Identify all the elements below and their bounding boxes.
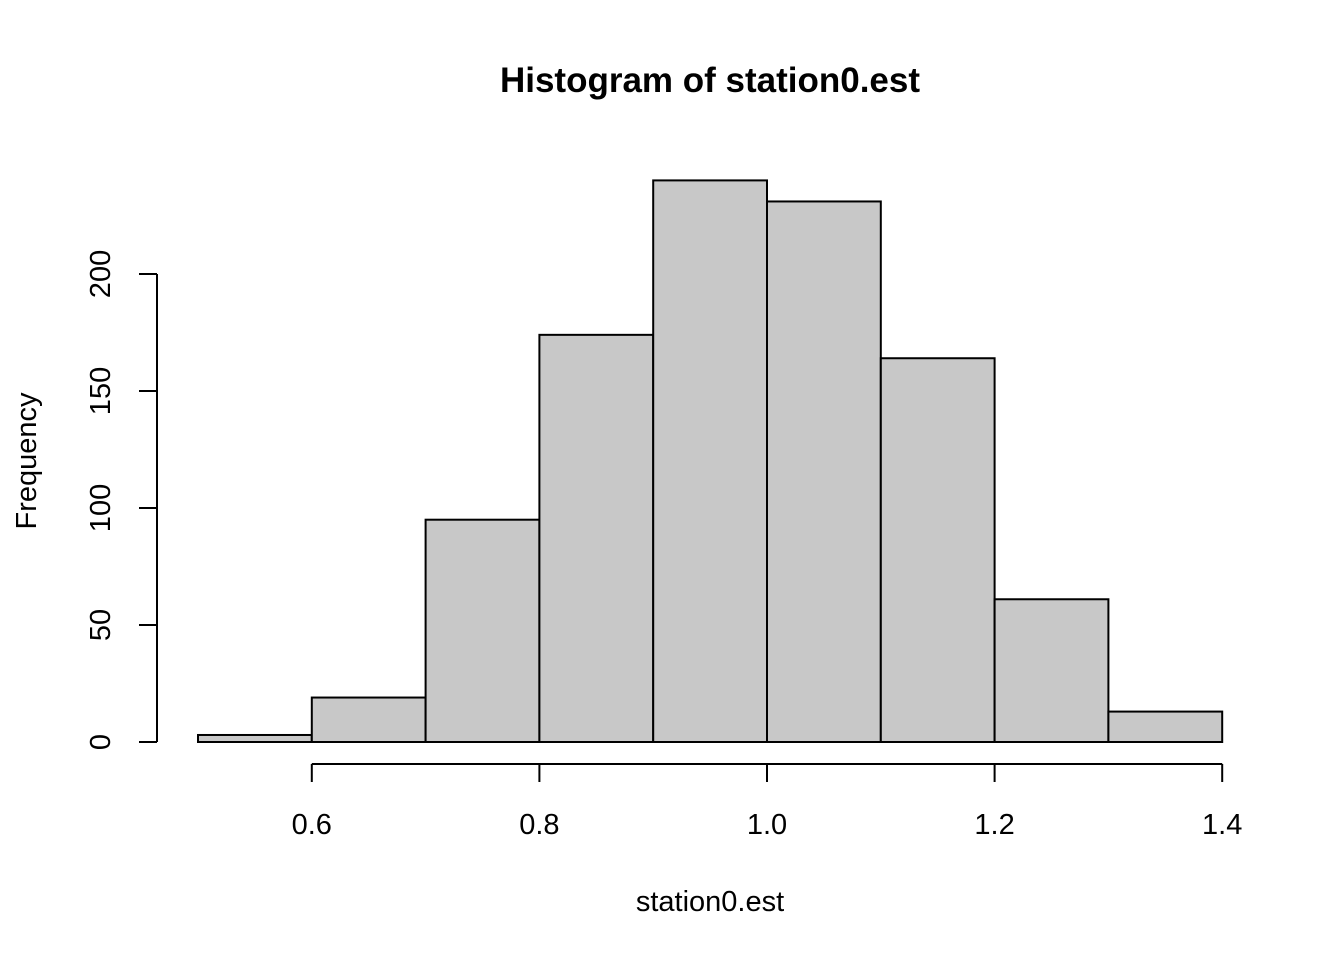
chart-title: Histogram of station0.est (500, 61, 920, 100)
y-tick-label-2: 100 (85, 484, 117, 532)
histogram-bar-3 (538, 333, 655, 743)
y-tick-label-4: 200 (85, 250, 117, 298)
histogram-bar-2 (424, 518, 541, 744)
y-axis: 0 50 100 150 200 (85, 250, 158, 750)
y-axis-label: Frequency (11, 392, 43, 530)
histogram-bar-7 (993, 598, 1110, 744)
histogram-bar-8 (1107, 710, 1224, 744)
x-tick-label-2: 1.0 (747, 809, 787, 841)
x-axis-label: station0.est (636, 886, 784, 918)
histogram-bar-5 (766, 200, 882, 743)
x-tick-label-4: 1.4 (1202, 809, 1242, 841)
x-axis: 0.6 0.8 1.0 1.2 1.4 (292, 763, 1242, 841)
x-tick-label-0: 0.6 (292, 809, 332, 841)
y-tick-label-1: 50 (85, 609, 117, 641)
histogram-bar-1 (310, 696, 427, 743)
histogram-bar-0 (197, 733, 313, 743)
y-tick-label-0: 0 (85, 734, 117, 750)
histogram-bar-4 (652, 179, 769, 743)
x-tick-label-1: 0.8 (519, 809, 559, 841)
y-tick-label-3: 150 (85, 367, 117, 415)
x-tick-label-3: 1.2 (974, 809, 1014, 841)
histogram-bars (197, 179, 1224, 744)
histogram-bar-6 (879, 357, 996, 743)
